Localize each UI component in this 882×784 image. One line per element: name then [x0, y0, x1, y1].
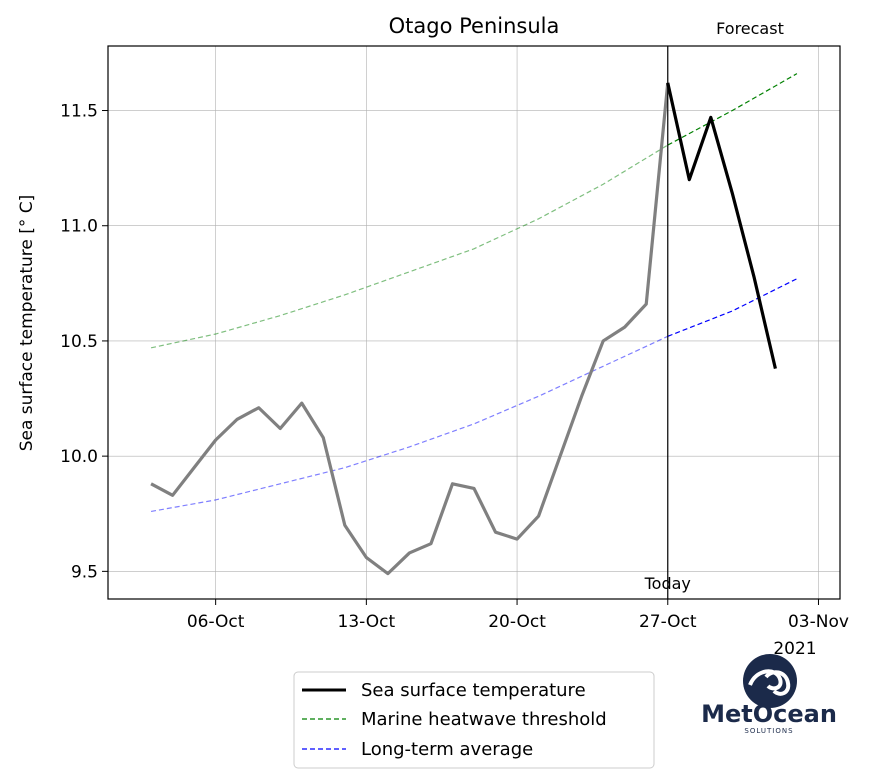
logo-text: MetOcean [701, 700, 837, 728]
y-tick-label: 10.0 [60, 447, 98, 467]
threshold-line-forecast [667, 73, 798, 146]
y-axis-label: Sea surface temperature [° C] [17, 195, 37, 452]
x-tick-label: 20-Oct [488, 612, 546, 632]
average-line-forecast [667, 278, 798, 337]
today-label: Today [644, 574, 691, 593]
y-tick-label: 9.5 [71, 562, 98, 582]
metocean-logo: MetOcean SOLUTIONS [701, 654, 837, 735]
legend-entry-average: Long-term average [361, 739, 533, 760]
series-layer [150, 73, 798, 576]
x-tick-label: 13-Oct [338, 612, 396, 632]
sst-line-history [150, 82, 670, 576]
wave-logo-icon [743, 654, 797, 708]
x-tick-label: 06-Oct [187, 612, 245, 632]
y-tick-label: 11.0 [60, 217, 98, 237]
x-axis-offset-label: 2021 [773, 639, 816, 659]
legend-entry-sst: Sea surface temperature [361, 680, 586, 701]
legend: Sea surface temperature Marine heatwave … [293, 671, 655, 769]
average-line-history [150, 335, 669, 513]
grid [108, 46, 840, 599]
chart-title: Otago Peninsula [389, 14, 560, 38]
ticks: 9.5 10.0 10.5 11.0 11.5 06-Oct 13-Oct 20-Oct 27-… [60, 102, 849, 632]
legend-entry-threshold: Marine heatwave threshold [361, 709, 607, 730]
plot-frame [107, 45, 841, 600]
x-tick-label: 27-Oct [639, 612, 697, 632]
forecast-label: Forecast [716, 19, 784, 38]
legend-box [293, 671, 655, 769]
today-layer: Today Forecast [644, 19, 784, 599]
logo-subtext: SOLUTIONS [744, 727, 793, 735]
x-tick-label: 03-Nov [788, 612, 849, 632]
sst-line-forecast [666, 82, 777, 369]
y-tick-label: 10.5 [60, 332, 98, 352]
threshold-line-history [150, 144, 669, 349]
y-tick-label: 11.5 [60, 102, 98, 122]
